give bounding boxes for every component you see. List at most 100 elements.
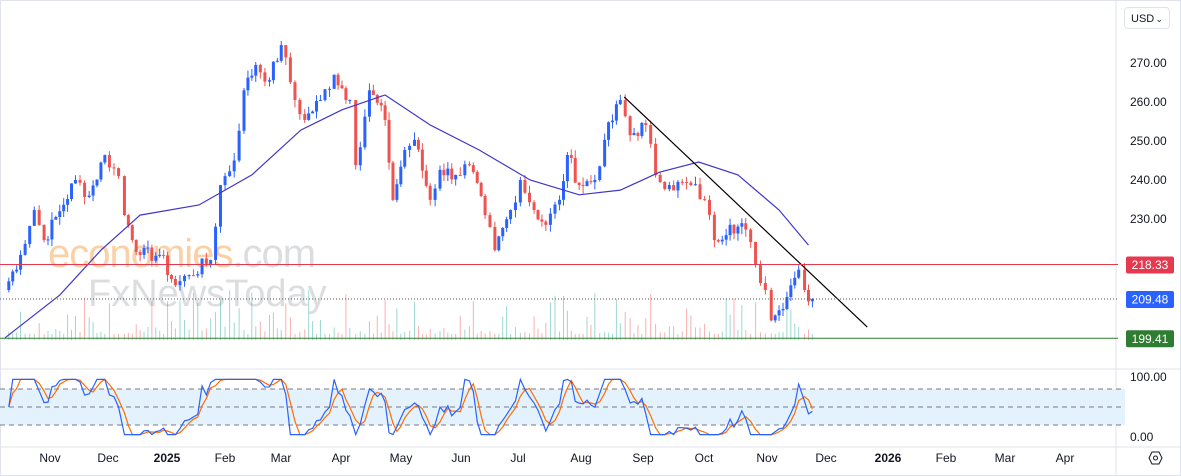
volume-bar bbox=[224, 326, 226, 340]
currency-selector[interactable]: USD ⌄ bbox=[1124, 7, 1170, 29]
price-tick: 250.00 bbox=[1130, 134, 1167, 148]
stochastic-k-line bbox=[8, 377, 813, 437]
volume-bar bbox=[100, 331, 102, 340]
candle-body bbox=[685, 181, 689, 183]
candle-body bbox=[724, 235, 728, 240]
candle-body bbox=[501, 227, 505, 237]
volume-bar bbox=[259, 321, 261, 340]
volume-bar bbox=[264, 331, 266, 340]
volume-bar bbox=[312, 321, 314, 340]
time-tick: Dec bbox=[97, 451, 118, 465]
volume-bar bbox=[655, 323, 657, 340]
candle-body bbox=[83, 182, 87, 198]
volume-bar bbox=[316, 333, 318, 340]
candle-body bbox=[367, 90, 371, 117]
volume-bar bbox=[255, 326, 257, 340]
volume-bar bbox=[188, 329, 190, 340]
candle-body bbox=[11, 271, 15, 282]
volume-bar bbox=[205, 328, 207, 340]
price-tick: 230.00 bbox=[1130, 212, 1167, 226]
volume-bar bbox=[541, 333, 543, 340]
volume-bar bbox=[570, 330, 572, 340]
volume-bar bbox=[51, 333, 53, 340]
volume-bar bbox=[489, 331, 491, 340]
candle-body bbox=[178, 281, 182, 286]
candle-body bbox=[703, 199, 707, 201]
volume-bar bbox=[502, 316, 504, 340]
volume-bar bbox=[554, 295, 556, 340]
volume-bar bbox=[400, 333, 402, 340]
volume-bar bbox=[537, 328, 539, 340]
candle-body bbox=[275, 60, 279, 62]
time-tick: 2025 bbox=[154, 451, 181, 465]
candle-body bbox=[428, 185, 432, 200]
level-price-tag bbox=[1126, 330, 1174, 348]
candle-body bbox=[797, 269, 801, 278]
candle-body bbox=[728, 224, 732, 236]
volume-bar bbox=[345, 294, 347, 340]
volume-bar bbox=[611, 333, 613, 340]
candle-body bbox=[548, 213, 552, 225]
trendline[interactable] bbox=[623, 96, 868, 328]
volume-bar bbox=[798, 326, 800, 340]
candle-body bbox=[732, 224, 736, 234]
candle-body bbox=[358, 147, 362, 166]
settings-icon[interactable] bbox=[1148, 451, 1163, 465]
candle-body bbox=[523, 180, 527, 193]
candle-body bbox=[585, 181, 589, 186]
candle-body bbox=[438, 169, 442, 189]
candle-body bbox=[632, 133, 636, 136]
candle-body bbox=[323, 89, 327, 101]
time-tick: Nov bbox=[39, 451, 60, 465]
candle-body bbox=[513, 202, 517, 211]
candle-body bbox=[19, 254, 23, 270]
candle-body bbox=[70, 183, 74, 199]
volume-bar bbox=[673, 325, 675, 340]
volume-bar bbox=[759, 332, 761, 340]
candle-body bbox=[458, 174, 462, 176]
volume-bar bbox=[439, 331, 441, 340]
candle-body bbox=[387, 119, 391, 163]
candle-body bbox=[773, 315, 777, 321]
volume-bar bbox=[586, 316, 588, 340]
candle-body bbox=[158, 254, 162, 256]
candle-body bbox=[395, 184, 399, 200]
candle-body bbox=[318, 100, 322, 102]
volume-bar bbox=[468, 326, 470, 340]
volume-bar bbox=[599, 333, 601, 340]
volume-bar bbox=[641, 333, 643, 340]
volume-bar bbox=[151, 300, 153, 340]
candle-body bbox=[7, 281, 11, 290]
candle-body bbox=[28, 225, 32, 244]
volume-bar bbox=[289, 317, 291, 340]
volume-bar bbox=[392, 331, 394, 340]
candle-body bbox=[371, 90, 375, 95]
candle-body bbox=[328, 88, 332, 90]
volume-bar bbox=[574, 333, 576, 340]
candle-body bbox=[593, 180, 597, 183]
price-tick: 240.00 bbox=[1130, 173, 1167, 187]
volume-bar bbox=[174, 328, 176, 340]
volume-bar bbox=[272, 312, 274, 340]
candle-body bbox=[649, 125, 653, 144]
candle-body bbox=[228, 171, 232, 177]
settings-icon-center[interactable] bbox=[1153, 455, 1158, 461]
candle-body bbox=[463, 164, 467, 176]
volume-bar bbox=[251, 292, 253, 340]
volume-bar bbox=[755, 302, 757, 340]
volume-bar bbox=[774, 333, 776, 340]
volume-bar bbox=[155, 327, 157, 340]
candle-body bbox=[254, 64, 258, 76]
candle-body bbox=[200, 258, 204, 275]
time-tick: Jun bbox=[451, 451, 470, 465]
time-tick: Feb bbox=[936, 451, 957, 465]
candle-body bbox=[781, 308, 785, 311]
candle-body bbox=[46, 239, 50, 241]
candle-body bbox=[99, 162, 103, 180]
volume-bar bbox=[659, 332, 661, 340]
volume-bar bbox=[43, 333, 45, 340]
volume-bar bbox=[804, 333, 806, 340]
volume-bar bbox=[238, 308, 240, 340]
volume-bar bbox=[414, 301, 416, 340]
